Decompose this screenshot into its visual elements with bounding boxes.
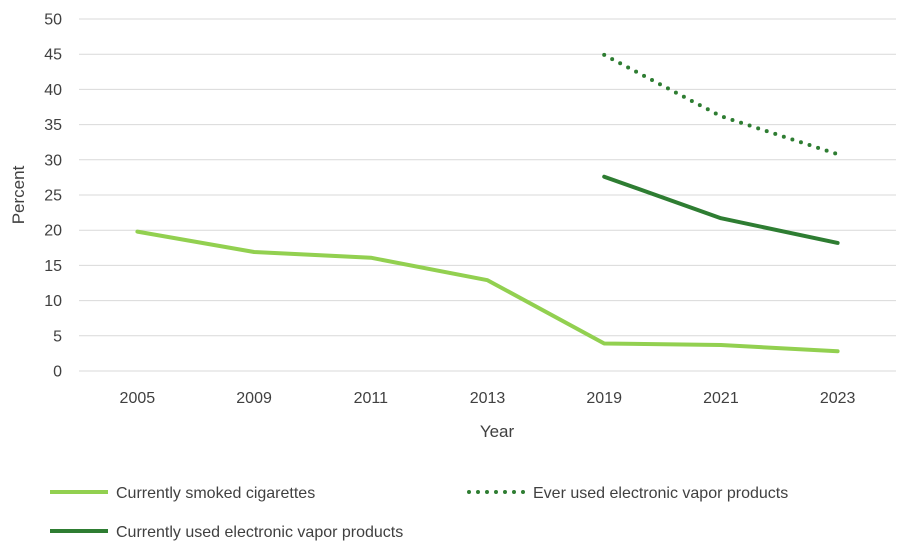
x-tick-label: 2011: [354, 390, 389, 407]
y-tick-label: 45: [44, 47, 62, 64]
x-tick-label: 2009: [236, 390, 272, 407]
series-line-3: [602, 174, 840, 245]
legend-label: Currently used electronic vapor products: [116, 524, 403, 541]
series-lines: [135, 52, 840, 354]
y-tick-label: 5: [53, 328, 62, 345]
x-tick-label: 2019: [586, 390, 622, 407]
y-tick-label: 0: [53, 364, 62, 381]
y-tick-label: 40: [44, 82, 62, 99]
y-tick-label: 50: [44, 12, 62, 29]
x-tick-label: 2005: [120, 390, 156, 407]
y-axis-title: Percent: [9, 165, 28, 224]
y-tick-label: 35: [44, 117, 62, 134]
legend-label: Currently smoked cigarettes: [116, 485, 315, 502]
x-tick-label: 2023: [820, 390, 856, 407]
y-tick-label: 15: [44, 258, 62, 275]
series-line-1: [135, 229, 840, 354]
x-tick-label: 2013: [470, 390, 506, 407]
y-tick-label: 30: [44, 152, 62, 169]
legend-item: Ever used electronic vapor products: [467, 485, 788, 502]
legend: Currently smoked cigarettes Ever used ele…: [50, 485, 788, 541]
series-line-2: [602, 52, 840, 157]
legend-label: Ever used electronic vapor products: [533, 485, 788, 502]
y-tick-label: 10: [44, 293, 62, 310]
x-tick-label: 2021: [703, 390, 739, 407]
x-axis-ticks: 2005 2009 2011 2013 2019 2021 2023: [120, 390, 856, 407]
x-axis-title: Year: [480, 422, 515, 441]
legend-item: Currently used electronic vapor products: [50, 524, 403, 541]
legend-item: Currently smoked cigarettes: [50, 485, 315, 502]
y-tick-label: 20: [44, 223, 62, 240]
y-axis-ticks: 0 5 10 15 20 25 30 35 40 45 50: [44, 12, 62, 381]
y-tick-label: 25: [44, 188, 62, 205]
gridlines: [79, 18, 896, 372]
